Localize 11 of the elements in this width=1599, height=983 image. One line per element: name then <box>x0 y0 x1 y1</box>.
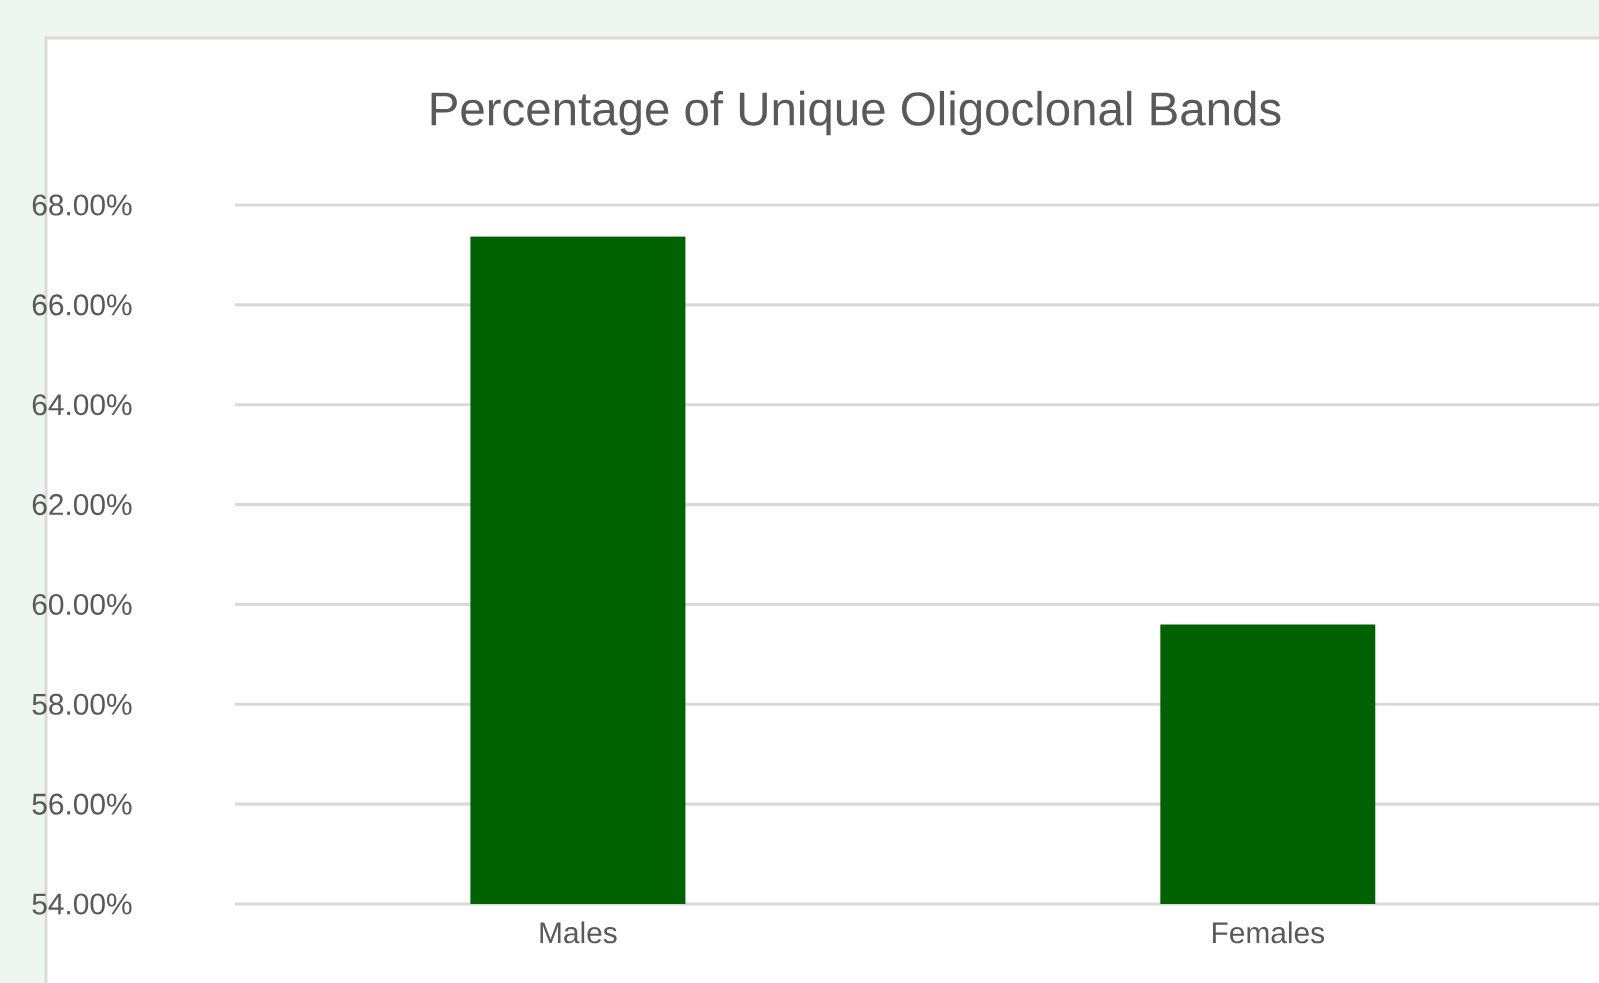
y-tick-label: 62.00% <box>32 494 132 516</box>
y-tick-label: 68.00% <box>32 194 132 216</box>
x-tick-label: Females <box>1212 921 1324 944</box>
y-tick-label: 60.00% <box>32 593 132 615</box>
y-tick-label: 64.00% <box>32 394 132 416</box>
chart-title: Percentage of Unique Oligoclonal Bands <box>431 90 1281 136</box>
y-tick-label: 56.00% <box>32 793 132 815</box>
y-tick-label: 66.00% <box>32 294 132 316</box>
y-tick-label: 58.00% <box>32 693 132 715</box>
y-tick-label: 54.00% <box>32 893 132 915</box>
x-tick-label: Males <box>540 921 617 944</box>
